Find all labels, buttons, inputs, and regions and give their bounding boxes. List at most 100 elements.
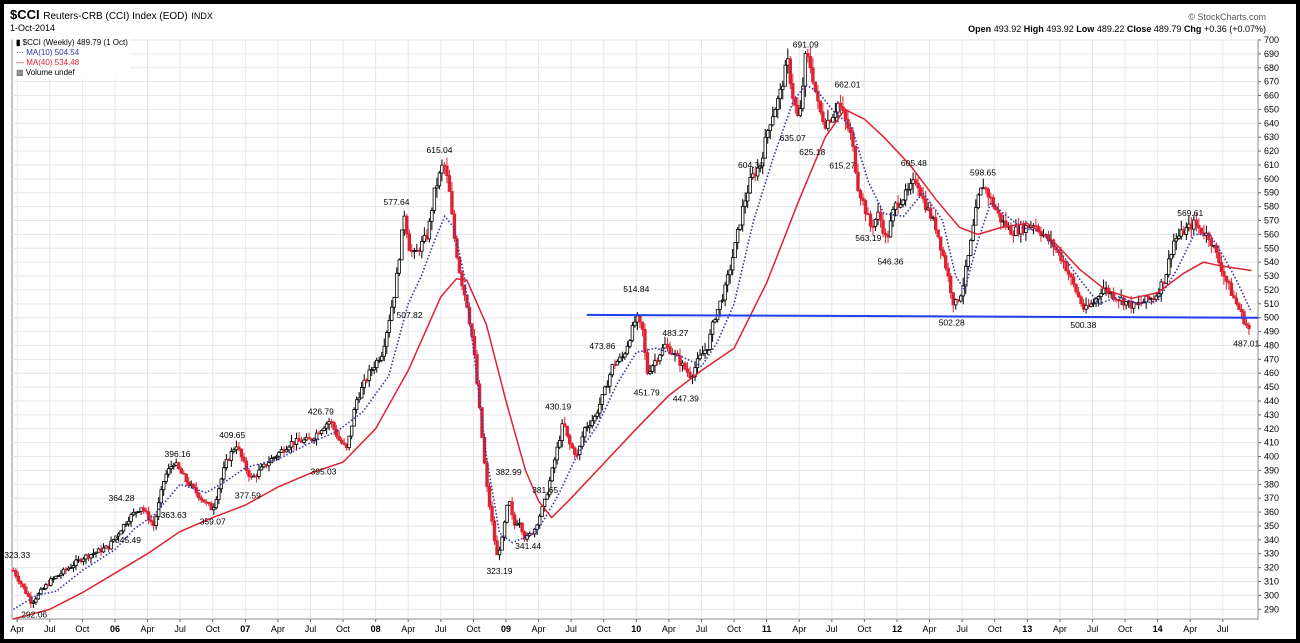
price-candle [375, 359, 379, 369]
price-candle [274, 455, 279, 458]
price-candle [678, 355, 682, 366]
price-candle [563, 423, 567, 427]
y-tick-label: 640 [1264, 118, 1279, 128]
price-candle [1091, 302, 1096, 305]
price-candle [349, 425, 354, 437]
price-candle [628, 340, 632, 347]
open-value: 493.92 [993, 24, 1022, 34]
price-candle [187, 481, 191, 487]
price-candle [913, 179, 918, 184]
price-candle [161, 481, 166, 491]
price-candle [362, 379, 366, 388]
price-candle [1167, 258, 1171, 276]
price-candle [39, 588, 43, 595]
price-candle [1131, 302, 1136, 309]
price-candle [718, 300, 722, 310]
y-tick-label: 600 [1264, 174, 1279, 184]
price-candle [1234, 297, 1239, 305]
price-candle [848, 127, 853, 134]
price-candle [901, 199, 905, 205]
y-tick-label: 530 [1264, 271, 1279, 281]
legend-ma40: — MA(40) 534.48 [16, 58, 80, 67]
price-candle [625, 345, 630, 355]
price-candle [856, 171, 860, 191]
chg-value: +0.36 (+0.07%) [1203, 24, 1266, 34]
y-tick-label: 660 [1264, 91, 1279, 101]
price-candle [357, 397, 361, 401]
price-candle [445, 165, 449, 176]
price-candle [1066, 270, 1071, 275]
price-candle [342, 442, 346, 445]
x-tick-label: 10 [631, 624, 641, 634]
price-candle [941, 249, 945, 257]
price-candle [943, 255, 948, 269]
price-candle [435, 185, 439, 189]
price-annotation: 691.09 [793, 39, 819, 49]
price-candle [918, 187, 923, 197]
legend-volume-label: Volume undef [25, 68, 75, 77]
price-candle [698, 354, 702, 360]
price-candle [154, 516, 158, 527]
y-tick-label: 370 [1264, 493, 1279, 503]
price-candle [194, 487, 198, 494]
price-candle [1239, 309, 1244, 313]
price-candle [450, 191, 454, 215]
y-tick-label: 480 [1264, 340, 1279, 350]
x-tick-label: Oct [988, 624, 1003, 634]
price-candle [109, 540, 113, 550]
price-candle [1244, 323, 1249, 326]
price-candle [407, 233, 412, 252]
price-candle [660, 347, 665, 356]
price-candle [1099, 293, 1103, 298]
price-candle [708, 333, 712, 350]
y-tick-label: 650 [1264, 104, 1279, 114]
price-annotation: 382.99 [496, 467, 522, 477]
price-annotation: 341.44 [515, 541, 541, 551]
x-tick-label: 13 [1022, 624, 1032, 634]
high-label: High [1023, 24, 1044, 34]
price-candle [633, 321, 637, 326]
price-candle [921, 195, 925, 200]
price-candle [590, 420, 594, 427]
price-candle [69, 567, 73, 569]
price-candle [883, 233, 888, 236]
price-candle [387, 320, 391, 333]
price-candle [936, 229, 940, 238]
exchange: INDX [191, 11, 213, 21]
price-candle [480, 407, 484, 438]
price-candle [728, 269, 732, 276]
price-candle [284, 449, 289, 453]
y-tick-label: 440 [1264, 396, 1279, 406]
price-annotation: 292.06 [21, 609, 47, 619]
price-candle [81, 558, 86, 562]
x-tick-label: 07 [240, 624, 250, 634]
price-candle [808, 56, 813, 69]
price-annotation: 615.27 [829, 161, 855, 171]
price-candle [766, 130, 770, 138]
price-candle [26, 593, 31, 597]
price-candle [1197, 224, 1201, 229]
price-candle [212, 507, 216, 511]
price-candle [495, 540, 499, 556]
price-candle [838, 102, 843, 108]
x-tick-label: Jul [565, 624, 577, 634]
price-annotation: 363.63 [161, 510, 187, 520]
price-candle [537, 515, 542, 526]
price-annotation: 359.07 [200, 516, 226, 526]
price-candle [773, 109, 777, 118]
price-candle [836, 102, 840, 113]
price-candle [776, 98, 780, 110]
price-annotation: 409.65 [219, 430, 245, 440]
x-tick-label: Jul [305, 624, 317, 634]
y-tick-label: 310 [1264, 577, 1279, 587]
price-candle [164, 473, 168, 482]
price-candle [600, 394, 605, 405]
price-candle [1159, 281, 1163, 295]
price-candle [382, 345, 386, 357]
price-candle [898, 204, 903, 208]
price-annotation: 323.19 [486, 566, 512, 576]
price-candle [974, 207, 978, 226]
price-candle [745, 192, 750, 202]
price-candle [101, 547, 106, 553]
